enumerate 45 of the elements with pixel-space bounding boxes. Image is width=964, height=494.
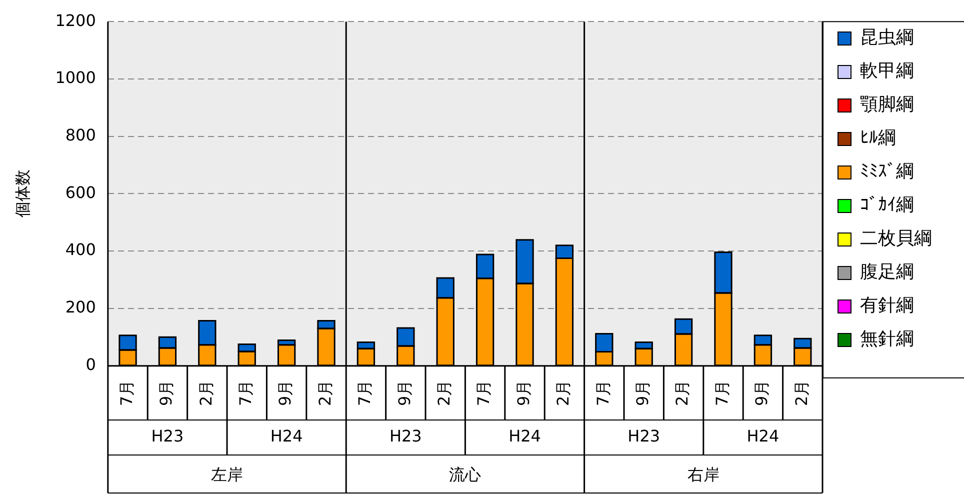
text: H23 [389, 426, 422, 446]
legend-label: 無針綱 [860, 328, 914, 350]
x-tick-label: 7月 [355, 380, 374, 406]
x-tick-label: 7月 [712, 380, 732, 406]
x-tick-label: 9月 [276, 380, 295, 406]
legend-label: 昆虫綱 [860, 27, 914, 48]
text: H23 [628, 426, 660, 446]
y-tick-label: 800 [65, 125, 96, 144]
x-tick-label: 9月 [394, 380, 414, 406]
text: 左岸 [211, 465, 244, 484]
x-tick-label: 9月 [514, 380, 533, 406]
legend-label: 軟甲綱 [860, 60, 914, 82]
text: H23 [151, 426, 184, 446]
x-tick-label: 7月 [116, 380, 136, 406]
y-axis-title: 個体数 [12, 170, 32, 218]
y-tick-label: 600 [65, 182, 96, 202]
x-tick-label: 7月 [236, 380, 256, 406]
text: 流心 [449, 465, 482, 484]
x-tick-label: 2月 [792, 380, 811, 406]
x-tick-label: 2月 [672, 380, 692, 406]
x-tick-label: 2月 [434, 380, 454, 406]
y-tick-label: 1000 [55, 68, 96, 88]
x-tick-label: 9月 [752, 380, 772, 406]
text: H24 [746, 426, 780, 446]
x-tick-label: 2月 [315, 380, 334, 406]
y-tick-label: 1200 [55, 10, 96, 30]
y-tick-label: 0 [86, 354, 96, 374]
x-tick-label: 9月 [156, 380, 176, 406]
y-tick-label: 400 [65, 240, 96, 260]
legend-label: ﾐﾐｽﾞ綱 [860, 161, 914, 182]
x-tick-label: 7月 [593, 380, 612, 406]
y-tick-label: 200 [65, 298, 96, 317]
legend-label: ﾋﾙ綱 [860, 128, 896, 149]
legend-label: 二枚貝綱 [860, 228, 932, 250]
x-tick-label: 9月 [633, 380, 652, 406]
x-tick-label: 7月 [474, 380, 494, 406]
text: 右岸 [687, 465, 720, 484]
x-tick-label: 2月 [554, 380, 573, 406]
legend-label: ｺﾞｶｲ綱 [860, 194, 914, 216]
text: H24 [270, 426, 303, 446]
legend-label: 有針綱 [860, 295, 914, 316]
legend-label: 腹足綱 [860, 262, 914, 283]
text: H24 [508, 426, 541, 446]
x-tick-label: 2月 [196, 380, 216, 406]
legend-label: 顎脚綱 [860, 94, 914, 116]
